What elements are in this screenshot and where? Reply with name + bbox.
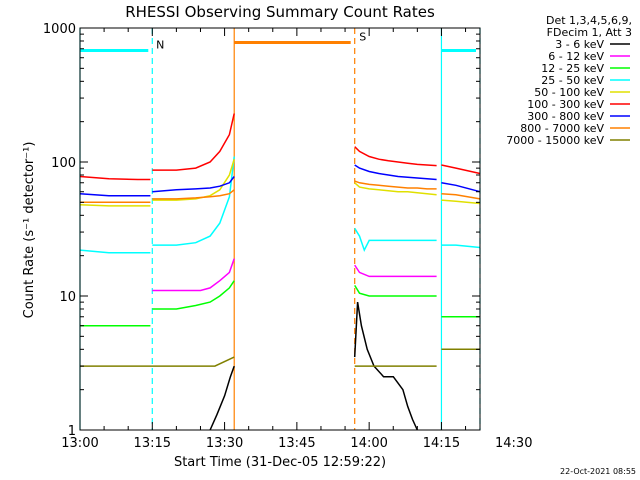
y-tick-label: 10 [59,290,76,305]
legend: Det 1,3,4,5,6,9,FDecim 1, Att 33 - 6 keV… [506,14,632,147]
series-line [79,249,151,254]
legend-entry-label: 50 - 100 keV [534,86,604,99]
series-line [80,356,235,367]
x-tick-label: 14:00 [350,436,387,451]
series-line [152,258,235,292]
series-line [354,180,437,190]
series-line [354,285,437,297]
legend-entry-label: 7000 - 15000 keV [506,134,604,147]
series-line [441,164,481,175]
render-timestamp: 22-Oct-2021 08:55 [560,467,636,476]
series-line [441,192,481,200]
series-line [441,182,481,193]
legend-entry-label: 6 - 12 keV [548,50,604,63]
series-line [79,192,151,197]
y-tick-label: 1 [68,424,76,439]
legend-entry-label: 100 - 300 keV [527,98,604,111]
series-line [354,182,437,196]
series-line [152,156,235,246]
legend-entry-label: 25 - 50 keV [541,74,604,87]
series-line [152,158,235,201]
series-line [152,189,235,200]
series-800-7000-kev [80,180,481,204]
annotation-label: S [359,30,366,43]
x-axis-label: Start Time (31-Dec-05 12:59:22) [174,455,386,470]
series-line [353,301,418,431]
y-tick-label: 1000 [43,22,76,37]
series-50-100-kev [79,158,481,207]
legend-entry-label: 12 - 25 keV [541,62,604,75]
series-line [152,113,235,171]
series-line [354,264,437,278]
legend-header: FDecim 1, Att 3 [547,26,632,39]
plot-frame [79,27,481,431]
legend-entry-label: 3 - 6 keV [555,38,604,51]
axes-layer: 13:00 13:15 13:30 13:45 14:00 14:15 14:30 1 10 10… [43,22,533,451]
legend-header: Det 1,3,4,5,6,9, [546,14,632,27]
series-line [79,203,151,207]
series-line [441,199,481,205]
x-tick-label: 14:30 [495,436,532,451]
series-line [354,227,437,253]
series-line [354,146,437,167]
y-tick-label: 100 [51,156,76,171]
chart-title: RHESSI Observing Summary Count Rates [125,3,435,21]
x-tick-label: 13:45 [278,436,315,451]
series-3-6-kev [209,301,418,431]
series-100-300-kev [79,113,481,181]
x-tick-label: 13:30 [206,436,243,451]
annotation-label: N [156,38,164,51]
series-line [79,175,151,181]
legend-entry-label: 800 - 7000 keV [520,122,604,135]
series-line [441,244,481,249]
x-tick-label: 13:00 [61,436,98,451]
series-line [152,176,235,193]
series-300-800-kev [79,164,481,197]
x-tick-label: 13:15 [134,436,171,451]
y-axis-label: Count Rate (s⁻¹ detector⁻¹) [22,142,37,319]
series-12-25-kev [80,280,480,327]
x-tick-label: 14:15 [423,436,460,451]
series-6-12-kev [152,258,437,292]
series-line [354,164,437,181]
legend-entry-label: 300 - 800 keV [527,110,604,123]
series-line [209,365,235,431]
series-25-50-kev [79,156,481,254]
series-line [152,280,235,310]
series-layer [79,113,481,431]
